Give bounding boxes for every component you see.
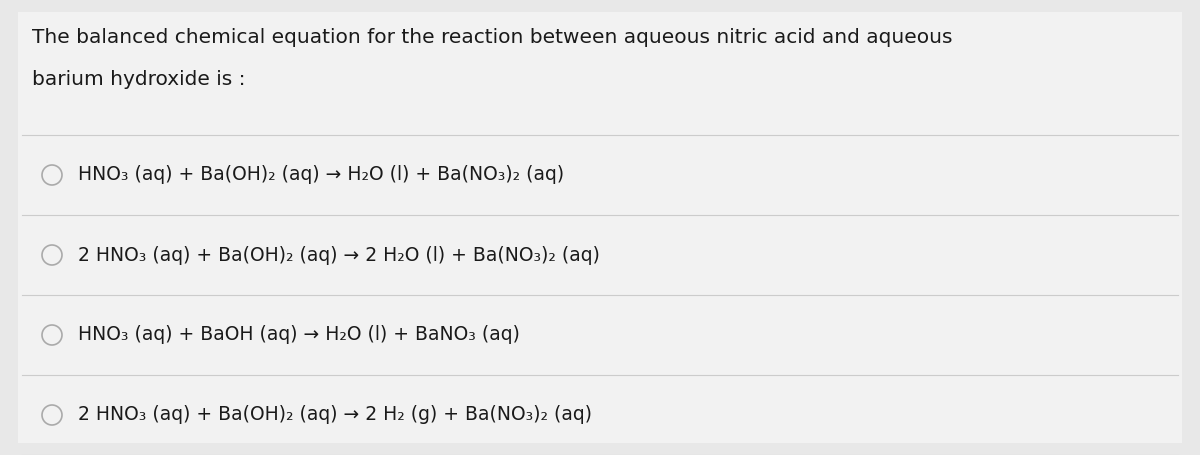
FancyBboxPatch shape — [18, 12, 1182, 443]
Text: 2 HNO₃ (aq) + Ba(OH)₂ (aq) → 2 H₂O (l) + Ba(NO₃)₂ (aq): 2 HNO₃ (aq) + Ba(OH)₂ (aq) → 2 H₂O (l) +… — [78, 246, 600, 264]
Text: barium hydroxide is :: barium hydroxide is : — [32, 70, 246, 89]
Text: HNO₃ (aq) + BaOH (aq) → H₂O (l) + BaNO₃ (aq): HNO₃ (aq) + BaOH (aq) → H₂O (l) + BaNO₃ … — [78, 325, 520, 344]
Text: The balanced chemical equation for the reaction between aqueous nitric acid and : The balanced chemical equation for the r… — [32, 28, 953, 47]
Text: 2 HNO₃ (aq) + Ba(OH)₂ (aq) → 2 H₂ (g) + Ba(NO₃)₂ (aq): 2 HNO₃ (aq) + Ba(OH)₂ (aq) → 2 H₂ (g) + … — [78, 405, 592, 425]
Text: HNO₃ (aq) + Ba(OH)₂ (aq) → H₂O (l) + Ba(NO₃)₂ (aq): HNO₃ (aq) + Ba(OH)₂ (aq) → H₂O (l) + Ba(… — [78, 166, 564, 184]
